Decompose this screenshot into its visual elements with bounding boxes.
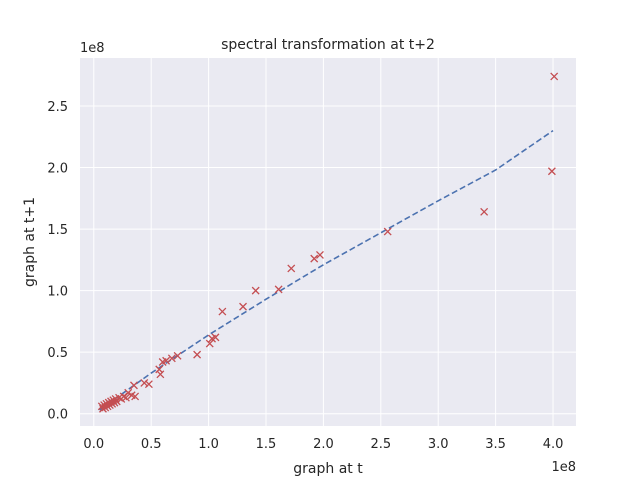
data-point <box>547 167 556 176</box>
y-tick-label: 0.0 <box>47 408 68 423</box>
x-tick-labels: 0.0 0.5 1.0 1.5 2.0 2.5 3.0 3.5 4.0 <box>83 437 563 452</box>
data-point <box>131 392 140 401</box>
x-tick-label: 3.0 <box>428 437 449 452</box>
x-tick-label: 4.0 <box>543 437 564 452</box>
x-tick-label: 2.0 <box>313 437 334 452</box>
y-tick-label: 2.5 <box>47 100 68 115</box>
data-point <box>211 333 220 342</box>
x-tick-label: 3.5 <box>485 437 506 452</box>
data-point <box>251 286 260 295</box>
data-point <box>550 72 559 81</box>
data-points <box>97 72 559 413</box>
y-tick-label: 1.5 <box>47 223 68 238</box>
data-point <box>205 339 214 348</box>
grid-lines <box>80 58 576 426</box>
data-point <box>383 227 392 236</box>
data-point <box>115 393 123 402</box>
y-tick-label: 2.0 <box>47 162 68 177</box>
data-point <box>480 207 489 216</box>
data-point <box>144 380 153 389</box>
data-point <box>121 393 130 402</box>
data-point <box>193 350 202 359</box>
data-point <box>140 378 149 387</box>
data-point <box>218 307 227 316</box>
x-offset-label: 1e8 <box>551 460 576 475</box>
y-tick-labels: 0.0 0.5 1.0 1.5 2.0 2.5 <box>47 100 68 423</box>
y-axis-label: graph at t+1 <box>22 197 38 287</box>
chart-title: spectral transformation at t+2 <box>221 37 435 53</box>
y-tick-label: 1.0 <box>47 285 68 300</box>
data-point <box>130 381 138 390</box>
data-point <box>124 388 133 397</box>
x-tick-label: 2.5 <box>370 437 391 452</box>
data-point <box>310 254 319 263</box>
data-point <box>156 370 165 379</box>
data-point <box>112 397 121 406</box>
data-point <box>239 302 247 311</box>
data-point <box>316 250 324 259</box>
x-tick-label: 1.5 <box>256 437 277 452</box>
x-tick-label: 0.0 <box>83 437 104 452</box>
data-point <box>287 264 296 273</box>
data-point <box>173 351 182 360</box>
y-tick-label: 0.5 <box>47 346 68 361</box>
x-tick-label: 1.0 <box>198 437 219 452</box>
data-point <box>162 356 171 365</box>
x-axis-label: graph at t <box>293 461 363 477</box>
x-tick-label: 0.5 <box>141 437 162 452</box>
data-point <box>274 285 283 294</box>
data-point <box>167 354 176 363</box>
y-offset-label: 1e8 <box>80 41 105 56</box>
